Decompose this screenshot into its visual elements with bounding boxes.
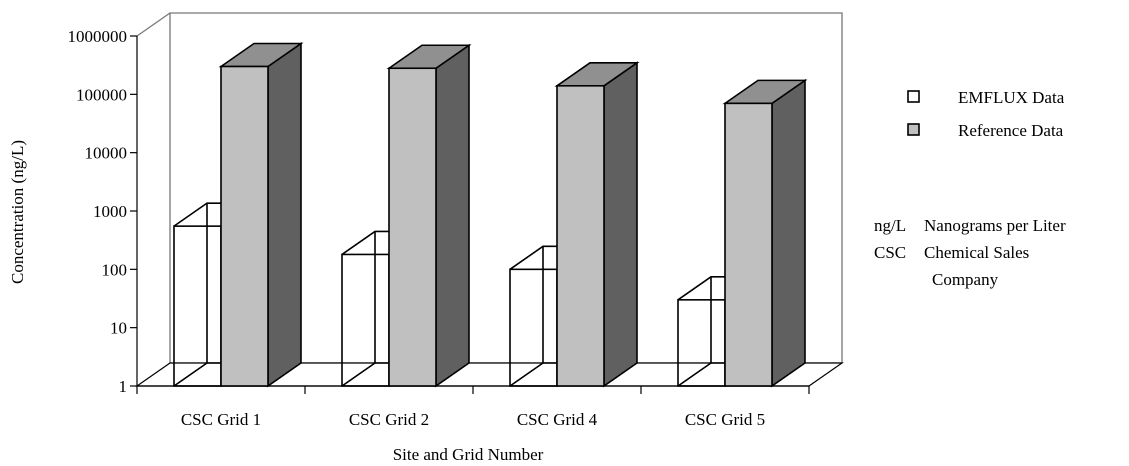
x-axis-labels: CSC Grid 1 CSC Grid 2 CSC Grid 4 CSC Grid 5 [136,386,810,429]
y-tick-label: 1000000 [68,27,128,46]
x-category-label: CSC Grid 4 [517,410,598,429]
y-axis-title: Concentration (ng/L) [8,140,27,284]
bar-reference [554,61,640,388]
abbreviation-notes: ng/L Nanograms per Liter CSC Chemical Sa… [874,216,1066,289]
side-wall-top-edge [136,12,171,37]
x-category-label: CSC Grid 5 [685,410,765,429]
bar-reference [722,78,808,388]
note-text-csc-continued: Company [932,270,999,289]
y-axis-ticks: 1 10 100 1000 10000 100000 1000000 [68,27,137,396]
y-tick-label: 1 [119,377,128,396]
legend-swatch-reference [907,123,920,136]
legend-swatch-emflux [907,90,920,103]
bar-front-face [724,102,773,387]
chart-bars [173,41,808,388]
x-category-label: CSC Grid 1 [181,410,261,429]
y-tick-label: 100000 [76,85,127,104]
y-tick-label: 10000 [85,144,128,163]
bar-side-face [267,41,302,388]
x-axis-title: Site and Grid Number [393,445,544,464]
y-tick-label: 100 [102,260,128,279]
note-abbr-ngl: ng/L [874,216,906,235]
legend-label-reference: Reference Data [958,121,1064,140]
legend-label-emflux: EMFLUX Data [958,88,1065,107]
note-text-csc: Chemical Sales [924,243,1029,262]
bar-side-face [771,78,806,388]
note-text-ngl: Nanograms per Liter [924,216,1066,235]
bar-reference [386,43,472,388]
bar-front-face [556,85,605,387]
bar-side-face [603,61,638,388]
bar-front-face [220,65,269,387]
bar-side-face [435,43,470,388]
y-tick-label: 1000 [93,202,127,221]
legend: EMFLUX Data Reference Data [907,88,1065,140]
bar-front-face [388,67,437,387]
y-tick-label: 10 [110,319,127,338]
bar-reference [218,41,304,388]
note-abbr-csc: CSC [874,243,906,262]
x-category-label: CSC Grid 2 [349,410,429,429]
